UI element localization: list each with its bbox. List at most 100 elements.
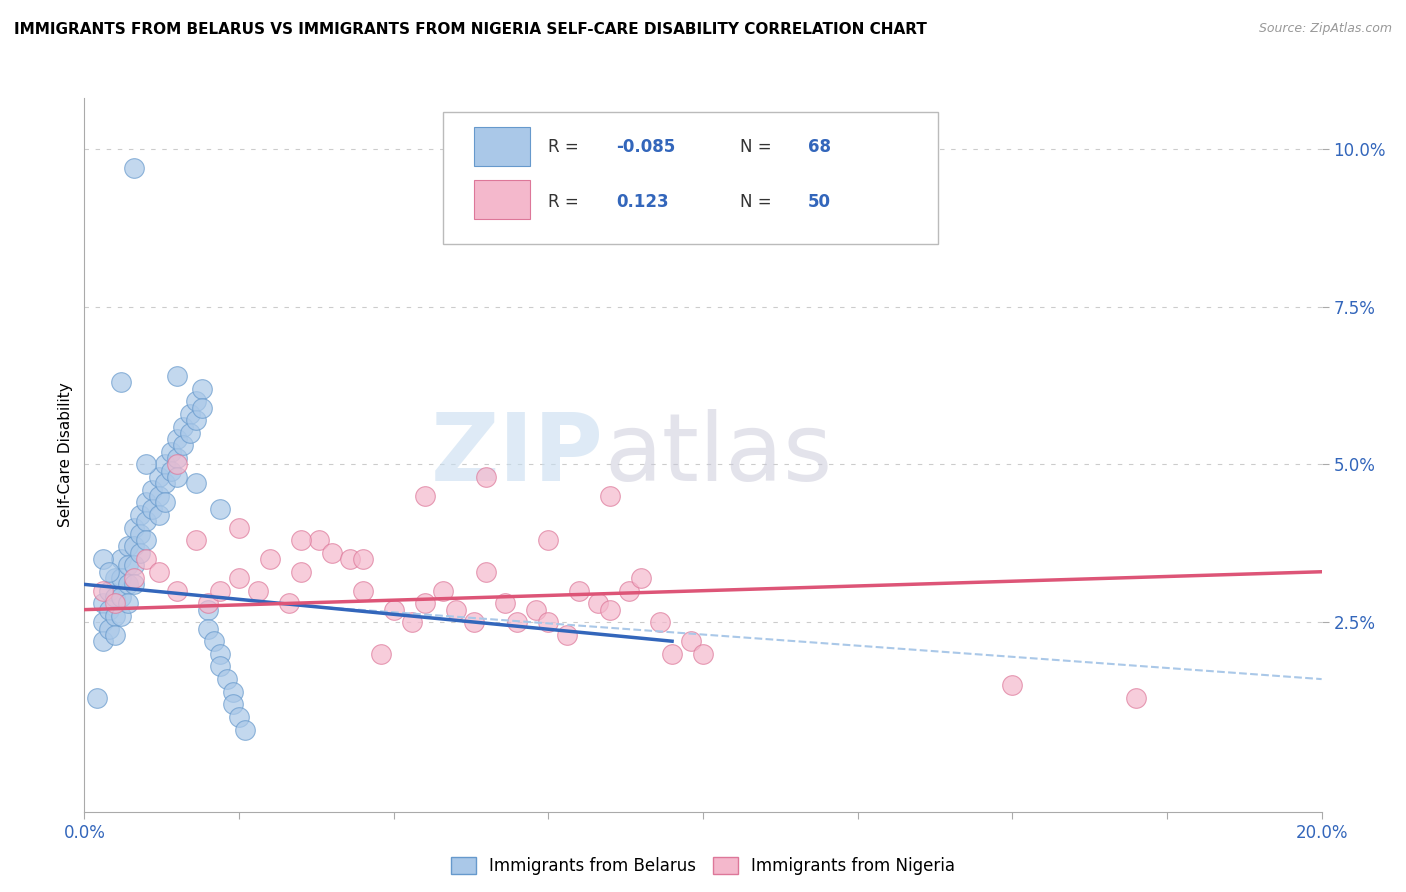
Point [228,571,250,585]
Point [110,552,132,566]
Point [568,583,591,598]
Point [197,622,219,636]
Point [172,438,194,452]
Point [166,369,188,384]
Point [117,577,139,591]
Point [91,596,114,610]
Legend: Immigrants from Belarus, Immigrants from Nigeria: Immigrants from Belarus, Immigrants from… [444,850,962,882]
Point [444,602,467,616]
Point [166,470,188,484]
Point [110,571,132,585]
Point [122,161,145,175]
Point [648,615,671,630]
Point [117,540,139,554]
Point [160,464,183,478]
Point [202,634,225,648]
Point [91,583,114,598]
Text: R =: R = [548,193,585,211]
Point [135,514,157,528]
Point [153,476,176,491]
Point [122,558,145,573]
Point [117,558,139,573]
Point [98,622,121,636]
Point [197,596,219,610]
Point [122,577,145,591]
Point [91,634,114,648]
Point [98,583,121,598]
Point [135,533,157,548]
Point [184,533,207,548]
Point [209,583,232,598]
Text: N =: N = [740,137,778,155]
Point [537,615,560,630]
Point [222,698,245,712]
Point [179,407,201,421]
Point [197,602,219,616]
Point [630,571,652,585]
Point [91,552,114,566]
Point [166,583,188,598]
Point [135,458,157,472]
Point [413,596,436,610]
Point [308,533,330,548]
Point [1001,678,1024,692]
Point [184,394,207,409]
Point [475,470,498,484]
Point [148,489,170,503]
Point [215,672,238,686]
Point [122,571,145,585]
Point [129,526,152,541]
Point [191,382,214,396]
Point [104,596,127,610]
Text: Source: ZipAtlas.com: Source: ZipAtlas.com [1258,22,1392,36]
Point [104,571,127,585]
Point [110,590,132,604]
Point [129,546,152,560]
Point [91,615,114,630]
Text: -0.085: -0.085 [616,137,676,155]
Point [599,489,621,503]
Point [401,615,423,630]
Point [184,476,207,491]
Point [555,628,578,642]
Point [135,495,157,509]
Point [148,470,170,484]
Point [537,533,560,548]
Point [179,425,201,440]
Point [233,723,256,737]
Point [370,647,392,661]
Point [166,458,188,472]
Point [191,401,214,415]
Point [321,546,343,560]
Text: atlas: atlas [605,409,832,501]
Text: 50: 50 [808,193,831,211]
Point [184,413,207,427]
Point [148,508,170,522]
Point [166,451,188,466]
Y-axis label: Self-Care Disability: Self-Care Disability [58,383,73,527]
Point [129,508,152,522]
Point [153,458,176,472]
Point [228,710,250,724]
Text: 68: 68 [808,137,831,155]
Point [86,691,108,706]
Point [104,628,127,642]
Point [586,596,609,610]
Point [209,501,232,516]
Point [246,583,269,598]
Point [209,647,232,661]
Text: 0.123: 0.123 [616,193,669,211]
Point [160,444,183,458]
Point [141,501,163,516]
Point [166,432,188,446]
Point [692,647,714,661]
Point [135,552,157,566]
Point [339,552,361,566]
Point [432,583,454,598]
Point [228,520,250,534]
Text: IMMIGRANTS FROM BELARUS VS IMMIGRANTS FROM NIGERIA SELF-CARE DISABILITY CORRELAT: IMMIGRANTS FROM BELARUS VS IMMIGRANTS FR… [14,22,927,37]
Point [352,552,374,566]
Point [524,602,547,616]
Point [277,596,299,610]
Point [122,520,145,534]
